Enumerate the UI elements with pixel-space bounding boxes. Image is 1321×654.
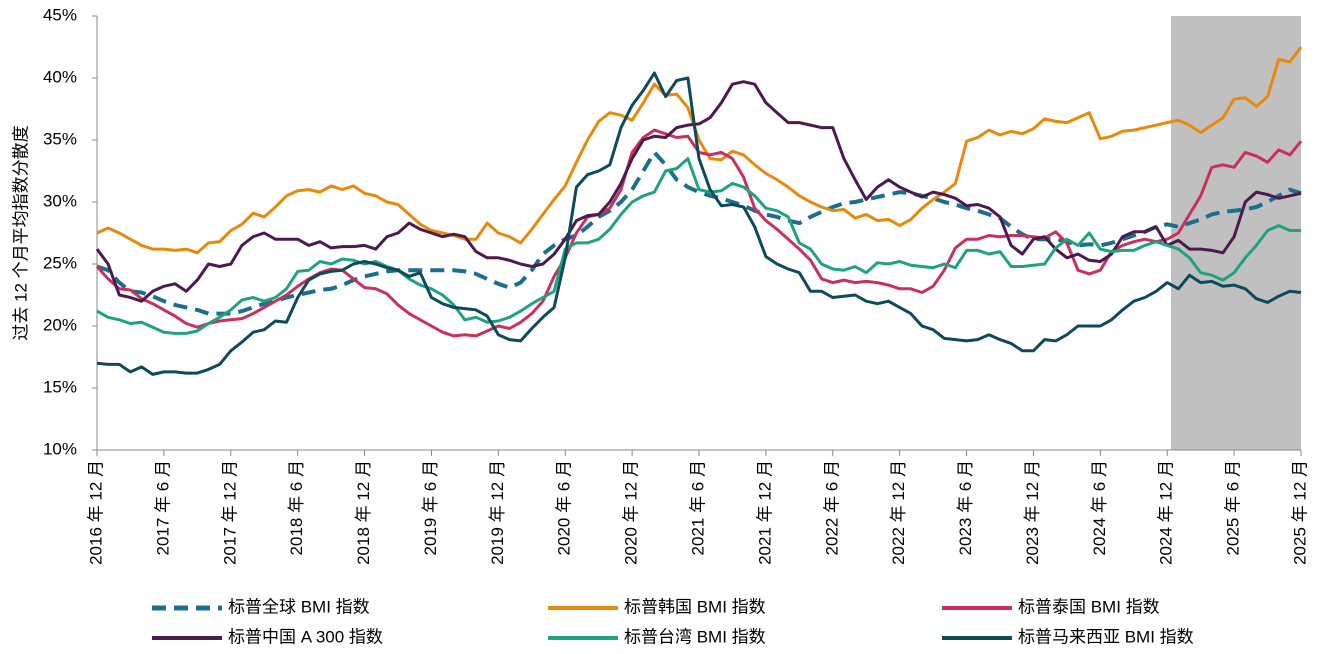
x-tick-label: 2025 年 6 月 [1224, 460, 1243, 555]
legend-label: 标普泰国 BMI 指数 [1018, 597, 1160, 616]
x-tick-label: 2020 年 6 月 [555, 460, 574, 555]
x-tick-label: 2017 年 12 月 [220, 460, 239, 565]
x-tick-label: 2025 年 12 月 [1290, 460, 1309, 565]
y-tick-label: 25% [43, 253, 77, 272]
x-tick-label: 2021 年 6 月 [688, 460, 707, 555]
x-tick-label: 2023 年 12 月 [1023, 460, 1042, 565]
legend-label: 标普韩国 BMI 指数 [624, 597, 766, 616]
x-tick-label: 2024 年 6 月 [1090, 460, 1109, 555]
series-line [95, 80, 1302, 303]
series-line [96, 46, 1303, 255]
legend-label: 标普马来西亚 BMI 指数 [1018, 627, 1194, 646]
y-tick-label: 35% [43, 129, 77, 148]
x-tick-label: 2017 年 6 月 [153, 460, 172, 555]
x-tick-label: 2024 年 12 月 [1157, 460, 1176, 565]
y-axis-label: 过去 12 个月平均指数分散度 [11, 125, 30, 340]
x-tick-label: 2022 年 6 月 [822, 460, 841, 555]
x-tick-label: 2019 年 6 月 [421, 460, 440, 555]
legend-label: 标普中国 A 300 指数 [228, 627, 383, 646]
y-tick-label: 30% [43, 191, 77, 210]
series-line [96, 157, 1301, 335]
x-tick-label: 2020 年 12 月 [622, 460, 641, 565]
x-tick-label: 2021 年 12 月 [755, 460, 774, 565]
y-tick-label: 40% [43, 67, 77, 86]
x-tick-label: 2023 年 6 月 [956, 460, 975, 555]
legend-label: 标普台湾 BMI 指数 [624, 627, 766, 646]
x-tick-label: 2022 年 12 月 [889, 460, 908, 565]
x-tick-label: 2018 年 6 月 [287, 460, 306, 555]
x-tick-label: 2019 年 12 月 [488, 460, 507, 565]
y-tick-label: 15% [43, 377, 77, 396]
y-tick-label: 20% [43, 315, 77, 334]
y-tick-label: 10% [43, 439, 77, 458]
x-tick-label: 2018 年 12 月 [354, 460, 373, 565]
x-tick-label: 2016 年 12 月 [86, 460, 105, 565]
series-line [96, 150, 1302, 316]
y-tick-label: 45% [43, 5, 77, 24]
legend-label: 标普全球 BMI 指数 [228, 597, 370, 616]
series-line [96, 71, 1302, 376]
